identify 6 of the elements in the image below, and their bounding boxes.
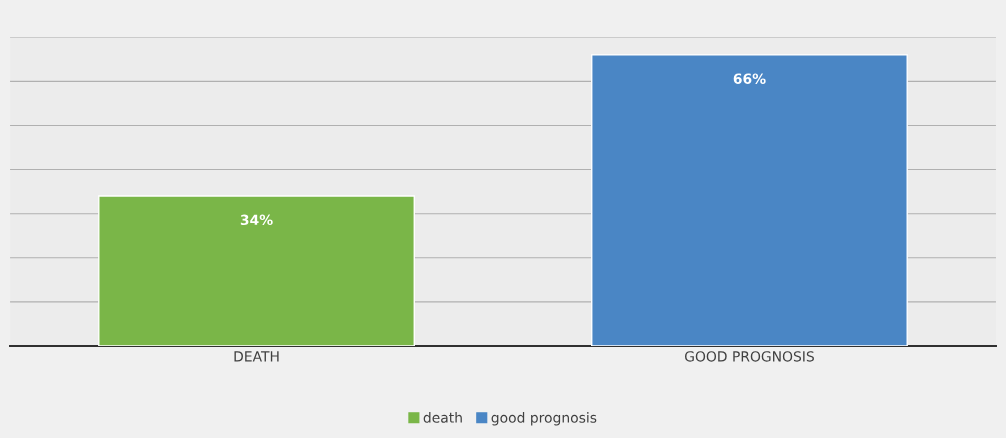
x-tick-label: GOOD PROGNOSIS [684,351,814,362]
legend-label: good prognosis [491,412,597,426]
data-label: 66% [733,73,766,84]
data-label: 34% [240,214,273,226]
legend-label: death [423,412,462,423]
x-tick-label: DEATH [234,351,279,362]
